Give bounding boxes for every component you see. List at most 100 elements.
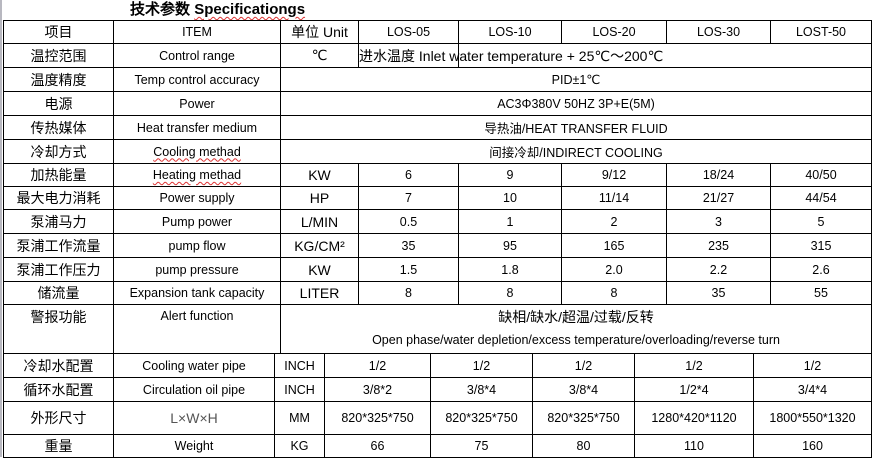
cell-text: Cooling methad bbox=[153, 144, 241, 159]
table-row: 传热媒体 Heat transfer medium 导热油/HEAT TRANSFE… bbox=[3, 115, 872, 140]
table-cell: 2.6 bbox=[770, 257, 872, 282]
table-cell: 160 bbox=[753, 434, 872, 458]
table-cell: 最大电力消耗 bbox=[3, 186, 114, 210]
table-cell: 11/14 bbox=[561, 186, 667, 210]
cell-text: 1.5 bbox=[399, 262, 418, 277]
cell-text: KG bbox=[290, 439, 309, 453]
table-cell: 1/2 bbox=[430, 353, 533, 378]
table-row: 循环水配置 Circulation oil pipe INCH 3/8*2 3/8*4 3… bbox=[3, 377, 872, 402]
table-cell: Expansion tank capacity bbox=[113, 281, 281, 305]
title-zh: 技术参数 bbox=[130, 1, 191, 18]
cell-text: 40/50 bbox=[805, 168, 837, 182]
table-cell: INCH bbox=[274, 353, 325, 378]
table-cell: Cooling methad bbox=[113, 139, 281, 164]
cell-text: INCH bbox=[284, 358, 315, 373]
cell-text: 冷却水配置 bbox=[23, 357, 94, 374]
table-cell: 8 bbox=[358, 281, 459, 305]
cell-text: 2 bbox=[610, 214, 618, 229]
table-cell: 循环水配置 bbox=[3, 377, 114, 402]
cell-text: 1/2 bbox=[803, 358, 822, 373]
cell-text: KW bbox=[308, 261, 331, 278]
table-cell: 外形尺寸 bbox=[3, 401, 114, 435]
table-row: 外形尺寸 L×W×H MM 820*325*750 820*325*750 820*325… bbox=[3, 401, 872, 435]
cell-text: 泵浦工作流量 bbox=[16, 237, 101, 254]
cell-text: Heat transfer medium bbox=[136, 120, 258, 135]
alert-row: 警报功能 Alert function 缺相/缺水/超温/过载/反转 Open p… bbox=[3, 304, 872, 354]
table-row: 泵浦工作压力 pump pressure KW 1.5 1.8 2.0 2.2 2.6 bbox=[3, 257, 872, 282]
cell-text: 820*325*750 bbox=[445, 411, 518, 425]
cell-text: 项目 bbox=[44, 24, 73, 40]
table-row: 电源 Power AC3Φ380V 50HZ 3P+E(5M) bbox=[3, 91, 872, 116]
cell-text: Heating methad bbox=[152, 168, 242, 182]
cell-text: 95 bbox=[503, 238, 517, 253]
cell-text: 重量 bbox=[44, 438, 73, 454]
cell-text: pump pressure bbox=[155, 262, 239, 277]
cell-text: Expansion tank capacity bbox=[129, 286, 265, 300]
table-cell: 21/27 bbox=[666, 186, 771, 210]
cell-text: 8 bbox=[610, 286, 618, 300]
page-title: 技术参数 Specificationgs bbox=[130, 0, 305, 20]
cell-text: 3/4*4 bbox=[797, 382, 828, 397]
table-cell: 加热能量 bbox=[3, 163, 114, 187]
cell-text: 0.5 bbox=[399, 214, 418, 229]
table-cell: ℃ bbox=[280, 43, 359, 68]
table-cell: 95 bbox=[458, 233, 562, 258]
table-cell: 单位 Unit bbox=[280, 20, 359, 44]
table-row: 重量 Weight KG 66 75 80 110 160 bbox=[3, 434, 872, 458]
cell-text: 35 bbox=[401, 238, 416, 253]
table-cell: 1.8 bbox=[458, 257, 562, 282]
table-cell: 820*325*750 bbox=[324, 401, 431, 435]
cell-text: ℃ bbox=[311, 47, 328, 63]
cell-text: LOS-30 bbox=[696, 25, 741, 39]
table-row: 冷却方式 Cooling methad 间接冷却/INDIRECT COOLING bbox=[3, 139, 872, 164]
table-cell: KW bbox=[280, 257, 359, 282]
table-cell: Heating methad bbox=[113, 163, 281, 187]
table-cell: 1 bbox=[458, 209, 562, 234]
table-cell: 3 bbox=[666, 209, 771, 234]
table-cell: 55 bbox=[770, 281, 872, 305]
table-cell: pump flow bbox=[113, 233, 281, 258]
table-cell: KW bbox=[280, 163, 359, 187]
cell-text: 2.2 bbox=[709, 262, 728, 277]
cell-text: 18/24 bbox=[702, 168, 735, 182]
table-cell: 8 bbox=[458, 281, 562, 305]
table-cell: 1/2 bbox=[532, 353, 635, 378]
cell-text: Temp control accuracy bbox=[134, 72, 260, 87]
cell-text: 9 bbox=[506, 168, 514, 182]
table-cell: 75 bbox=[430, 434, 533, 458]
table-cell: 18/24 bbox=[666, 163, 771, 187]
table-cell: 35 bbox=[666, 281, 771, 305]
cell-text: KW bbox=[308, 167, 331, 183]
table-cell: PID±1℃ bbox=[280, 67, 872, 92]
table-cell: 820*325*750 bbox=[532, 401, 635, 435]
table-cell: 5 bbox=[770, 209, 872, 234]
cell-text: 66 bbox=[370, 439, 385, 453]
cell-text: LOS-05 bbox=[386, 25, 431, 39]
title-en: Specificationgs bbox=[194, 1, 306, 18]
table-cell: 315 bbox=[770, 233, 872, 258]
cell-text: 75 bbox=[474, 439, 489, 453]
table-cell: 40/50 bbox=[770, 163, 872, 187]
table-cell: Power bbox=[113, 91, 281, 116]
table-cell: 1280*420*1120 bbox=[634, 401, 754, 435]
table-cell: 2.0 bbox=[561, 257, 667, 282]
table-cell: Pump power bbox=[113, 209, 281, 234]
cell-text: 1/2 bbox=[368, 358, 387, 373]
table-cell: 820*325*750 bbox=[430, 401, 533, 435]
cell-text: 7 bbox=[405, 191, 412, 205]
table-cell: 1/2 bbox=[634, 353, 754, 378]
cell-text: AC3Φ380V 50HZ 3P+E(5M) bbox=[497, 96, 655, 111]
page-edge bbox=[0, 0, 2, 457]
table-cell: HP bbox=[280, 186, 359, 210]
cell-text: Pump power bbox=[161, 214, 233, 229]
table-cell: 235 bbox=[666, 233, 771, 258]
spec-table: 项目 ITEM 单位 Unit LOS-05 LOS-10 LOS-20 LOS-30 LOS… bbox=[3, 20, 872, 354]
cell-text: 820*325*750 bbox=[341, 411, 414, 425]
table-cell: LOST-50 bbox=[770, 20, 872, 44]
cell-text: Control range bbox=[159, 48, 235, 63]
cell-text: 2.6 bbox=[812, 262, 830, 277]
cell-text: Weight bbox=[174, 439, 214, 453]
cell-text: 1/2*4 bbox=[679, 382, 709, 397]
table-cell: 冷却水配置 bbox=[3, 353, 114, 378]
cell-text: Power bbox=[179, 96, 215, 111]
